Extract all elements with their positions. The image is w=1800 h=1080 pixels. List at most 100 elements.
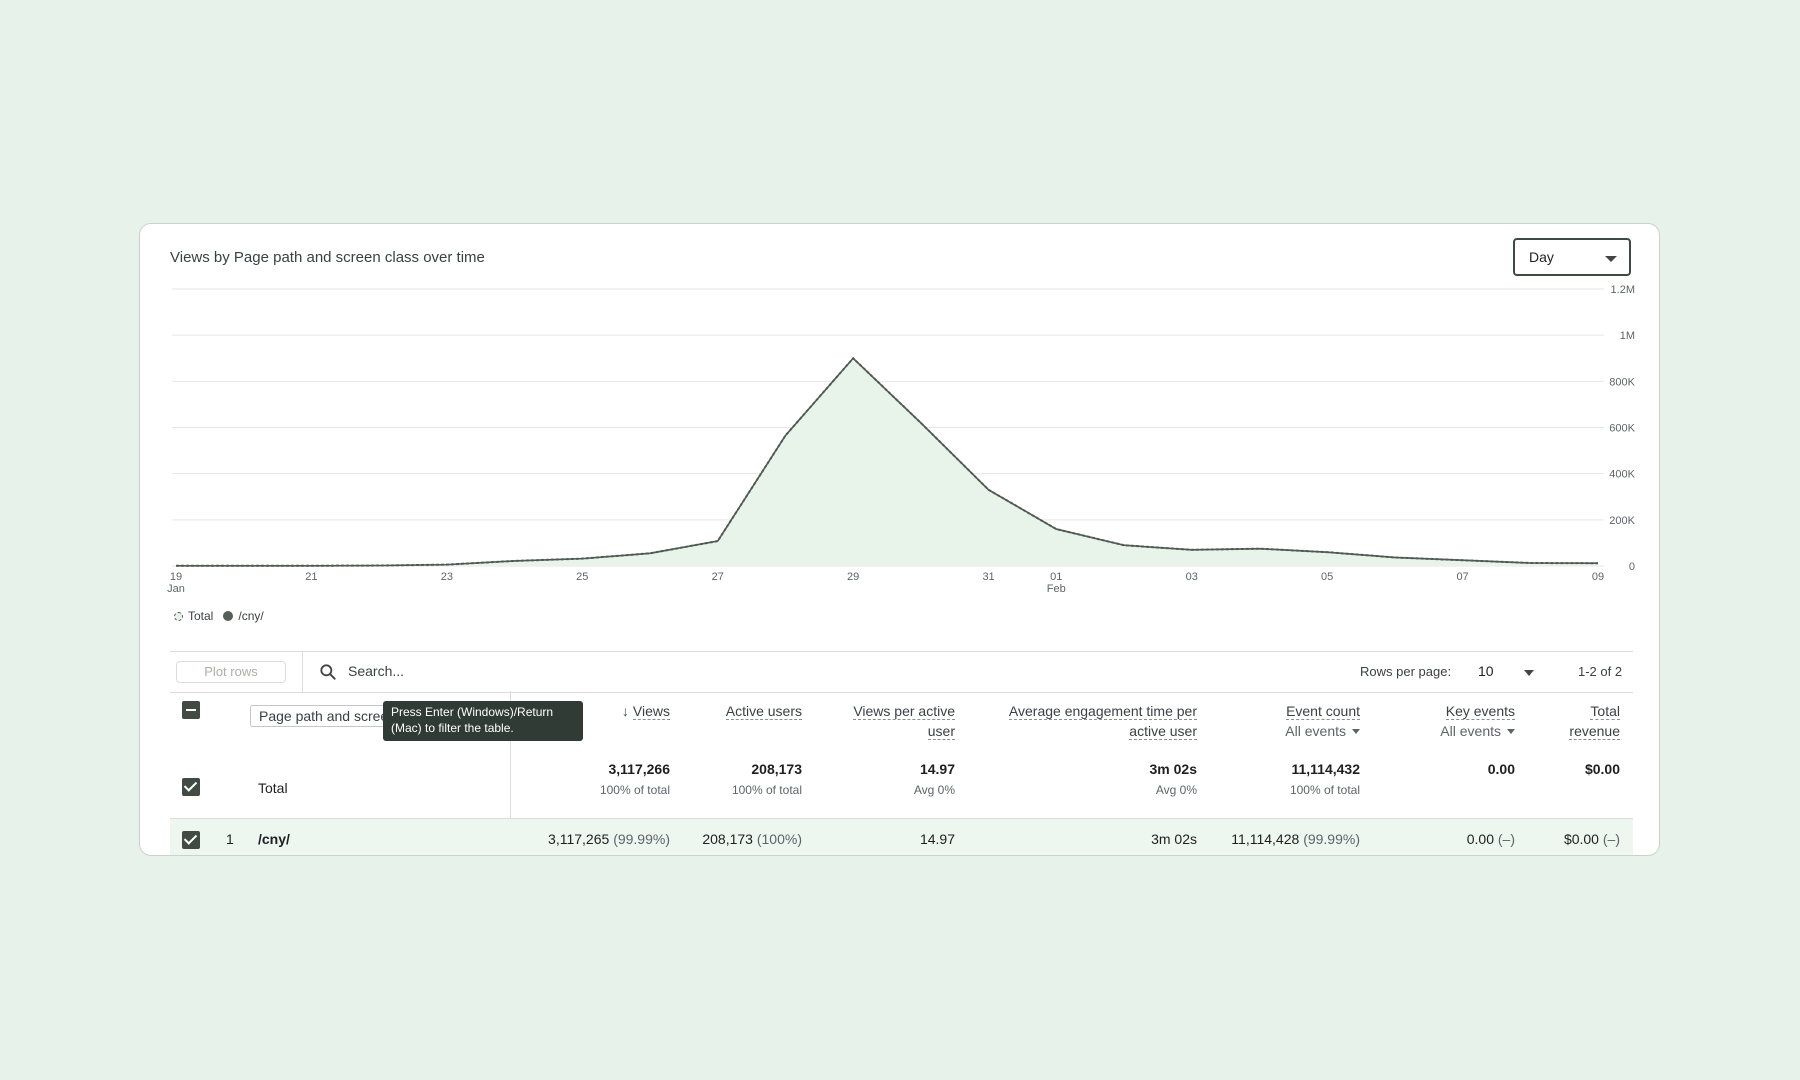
row-active-users: 208,173 (100%) <box>670 831 802 847</box>
row-events-value: 11,114,428 <box>1231 831 1300 847</box>
total-revenue: $0.00 <box>1584 761 1620 777</box>
total-active-users-value: 208,173 <box>751 761 802 777</box>
total-engagement: 3m 02s Avg 0% <box>960 761 1197 797</box>
total-row-label: Total <box>258 780 288 796</box>
total-row-checkbox[interactable] <box>182 778 200 796</box>
x-tick-label: 03 <box>1186 571 1198 583</box>
total-views-sub: 100% of total <box>599 783 670 797</box>
column-header-views[interactable]: ↓ Views <box>520 701 670 721</box>
row-checkbox[interactable] <box>182 831 200 849</box>
toolbar-divider <box>302 652 303 692</box>
data-table: Page path and screen class Press Enter (… <box>170 691 1633 855</box>
y-tick-label: 1M <box>1620 330 1635 342</box>
row-views-value: 3,117,265 <box>548 831 610 847</box>
active-users-header-label: Active users <box>725 703 802 720</box>
total-key-events: 0.00 <box>1487 761 1515 777</box>
y-tick-label: 1.2M <box>1611 284 1635 296</box>
row-events-pct: (99.99%) <box>1303 831 1360 847</box>
total-vpu-sub: Avg 0% <box>913 783 955 797</box>
chevron-down-icon <box>1352 728 1360 734</box>
x-tick-label: 19 <box>170 571 182 583</box>
legend-item-total[interactable]: Total <box>174 609 213 623</box>
revenue-header-line1: Total <box>1590 703 1620 720</box>
chart-legend: Total /cny/ <box>174 609 264 623</box>
row-page-path[interactable]: /cny/ <box>258 831 290 847</box>
row-vpu: 14.97 <box>919 831 955 847</box>
key-events-filter-label: All events <box>1440 723 1501 739</box>
x-tick-label: 09 <box>1592 571 1604 583</box>
total-vpu-value: 14.97 <box>919 761 955 777</box>
row-active-users-value: 208,173 <box>702 831 753 847</box>
row-views: 3,117,265 (99.99%) <box>520 831 670 847</box>
row-key-events: 0.00 (–) <box>1370 831 1515 847</box>
y-tick-label: 600K <box>1609 423 1635 435</box>
total-eng-value: 3m 02s <box>1149 761 1197 777</box>
row-key-value: 0.00 <box>1466 831 1494 847</box>
column-header-active-users[interactable]: Active users <box>670 701 802 721</box>
sort-descending-icon: ↓ <box>621 703 629 719</box>
granularity-select[interactable]: Day <box>1513 238 1631 276</box>
event-count-header-label: Event count <box>1286 703 1360 720</box>
pagination-label: 1-2 of 2 <box>1578 664 1623 679</box>
x-tick-label: 25 <box>576 571 588 583</box>
column-header-event-count[interactable]: Event count All events <box>1210 701 1360 741</box>
row-revenue-value: $0.00 <box>1563 831 1599 847</box>
row-index: 1 <box>226 831 234 847</box>
x-tick-label: 05 <box>1321 571 1333 583</box>
row-views-pct: (99.99%) <box>613 831 670 847</box>
chevron-down-icon[interactable] <box>1524 670 1534 676</box>
y-tick-label: 0 <box>1629 561 1635 573</box>
table-row[interactable]: 1 /cny/ 3,117,265 (99.99%) 208,173 (100%… <box>170 818 1633 855</box>
x-tick-label: 21 <box>305 571 317 583</box>
event-count-filter-dropdown[interactable]: All events <box>1285 721 1360 741</box>
total-events-value: 11,114,432 <box>1291 761 1360 777</box>
key-events-filter-dropdown[interactable]: All events <box>1440 721 1515 741</box>
legend-cny-swatch-icon <box>223 611 234 621</box>
vpu-header-line2: user <box>927 723 955 740</box>
legend-item-cny[interactable]: /cny/ <box>223 609 264 623</box>
revenue-header-line2: revenue <box>1569 723 1620 740</box>
chevron-down-icon <box>1605 256 1617 262</box>
select-all-checkbox[interactable] <box>182 701 200 719</box>
chart-title: Views by Page path and screen class over… <box>170 249 485 266</box>
y-tick-label: 400K <box>1609 469 1635 481</box>
column-header-views-per-user[interactable]: Views per active user <box>810 701 955 741</box>
plot-rows-button[interactable]: Plot rows <box>176 661 286 683</box>
views-header-label: Views <box>632 703 670 720</box>
x-tick-label: 01 <box>1050 571 1062 583</box>
column-header-avg-engagement[interactable]: Average engagement time per active user <box>960 701 1197 741</box>
search-icon <box>320 664 336 680</box>
row-revenue: $0.00 (–) <box>1530 831 1620 847</box>
chart-card: Views by Page path and screen class over… <box>139 223 1660 856</box>
event-count-filter-label: All events <box>1285 723 1346 739</box>
legend-total-label: Total <box>188 609 214 623</box>
chevron-down-icon <box>1507 728 1515 734</box>
legend-cny-label: /cny/ <box>238 609 264 623</box>
x-tick-label: 23 <box>441 571 453 583</box>
key-events-header-label: Key events <box>1445 703 1515 720</box>
total-vpu: 14.97 Avg 0% <box>810 761 955 797</box>
x-tick-label: 29 <box>847 571 859 583</box>
rows-per-page-label: Rows per page: <box>1360 664 1452 679</box>
table-toolbar: Plot rows Search... Rows per page: 10 1-… <box>170 651 1633 693</box>
column-header-key-events[interactable]: Key events All events <box>1370 701 1515 741</box>
row-revenue-pct: (–) <box>1602 831 1620 847</box>
column-header-total-revenue[interactable]: Total revenue <box>1530 701 1620 741</box>
row-key-pct: (–) <box>1497 831 1515 847</box>
row-event-count: 11,114,428 (99.99%) <box>1210 831 1360 847</box>
rows-per-page-select[interactable]: 10 <box>1478 663 1494 679</box>
row-engagement: 3m 02s <box>1151 831 1197 847</box>
total-views: 3,117,266 100% of total <box>520 761 670 797</box>
series-total-area <box>176 358 1598 566</box>
search-input[interactable]: Search... <box>348 663 405 679</box>
vpu-header-line1: Views per active <box>853 703 955 720</box>
total-event-count: 11,114,432 100% of total <box>1210 761 1360 797</box>
avg-eng-header-line2: active user <box>1129 723 1197 740</box>
x-tick-sublabel: Jan <box>167 583 185 594</box>
column-divider <box>510 691 511 855</box>
y-tick-label: 800K <box>1609 376 1635 388</box>
x-tick-label: 27 <box>712 571 724 583</box>
x-tick-sublabel: Feb <box>1047 583 1066 594</box>
granularity-value: Day <box>1529 249 1554 265</box>
series-cny-line <box>176 357 1599 567</box>
